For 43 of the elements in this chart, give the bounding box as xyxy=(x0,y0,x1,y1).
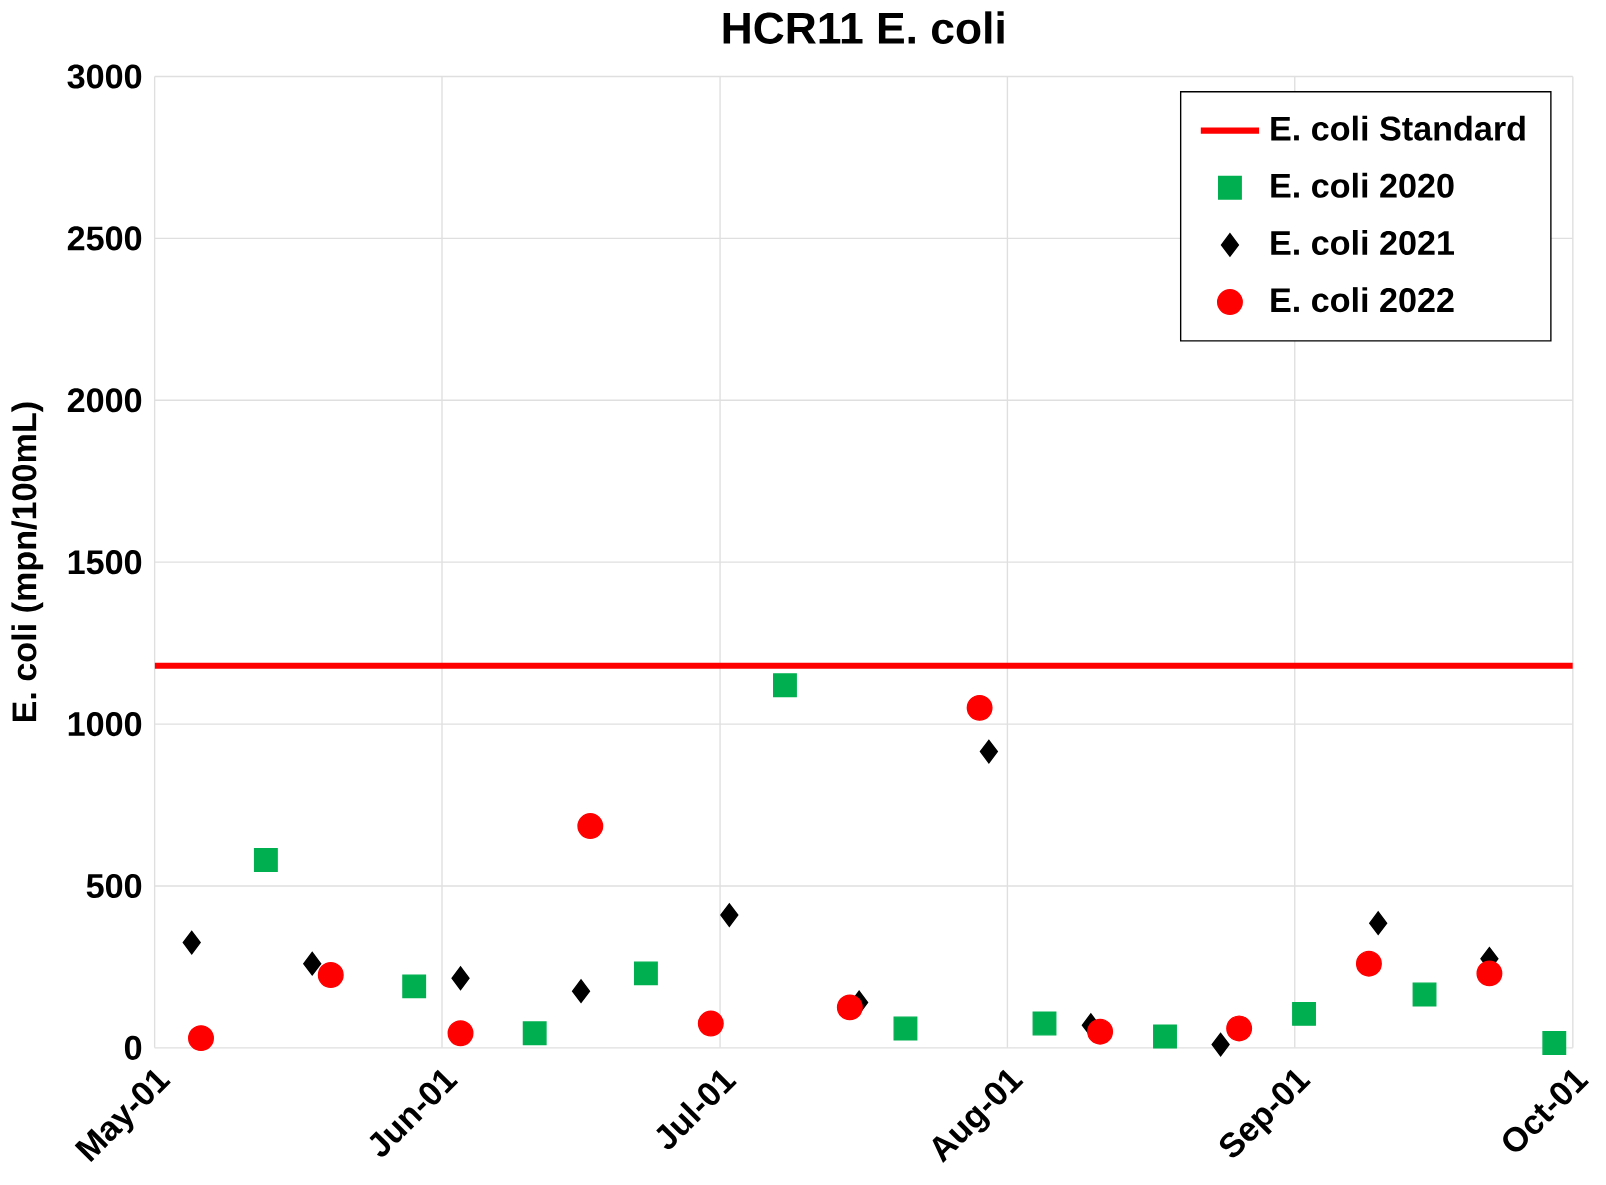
legend-label: E. coli 2020 xyxy=(1271,172,1454,198)
point xyxy=(253,848,278,873)
y-tick-label: 500 xyxy=(86,873,142,899)
point xyxy=(182,930,201,955)
point xyxy=(720,903,739,928)
point xyxy=(1032,1011,1057,1036)
point xyxy=(447,1020,474,1047)
point xyxy=(1292,1002,1316,1026)
y-tick-label: 2500 xyxy=(67,226,142,251)
y-axis-title: E. coli (mpn/100mL) xyxy=(11,402,44,722)
legend-label: E. coli Standard xyxy=(1271,115,1525,141)
legend-label: E. coli 2021 xyxy=(1271,230,1455,256)
point xyxy=(1542,1031,1567,1056)
chart-title: HCR11 E. coli xyxy=(723,11,1004,45)
point xyxy=(577,813,604,840)
point xyxy=(451,966,470,991)
point xyxy=(1369,911,1388,936)
point xyxy=(522,1021,547,1046)
point xyxy=(1412,982,1437,1007)
point xyxy=(303,951,322,976)
point xyxy=(1153,1024,1177,1049)
y-tick-label: 2000 xyxy=(67,388,142,413)
point xyxy=(1087,1018,1114,1045)
y-tick-label: 0 xyxy=(124,1035,142,1061)
point xyxy=(633,961,658,986)
point xyxy=(1226,1015,1253,1042)
legend-label: E. coli 2022 xyxy=(1271,287,1454,313)
point xyxy=(979,739,999,764)
point xyxy=(836,994,863,1021)
y-tick-label: 1500 xyxy=(68,550,142,575)
point xyxy=(188,1025,214,1052)
point xyxy=(1476,960,1503,987)
y-tick-label: 1000 xyxy=(68,712,142,737)
point xyxy=(773,673,797,698)
y-tick-label: 3000 xyxy=(67,64,142,89)
point xyxy=(966,695,993,721)
point xyxy=(571,979,591,1004)
point xyxy=(1211,1032,1230,1057)
point xyxy=(317,962,344,989)
point xyxy=(1355,950,1382,977)
point xyxy=(402,974,427,999)
point xyxy=(697,1010,724,1037)
point xyxy=(893,1016,918,1041)
